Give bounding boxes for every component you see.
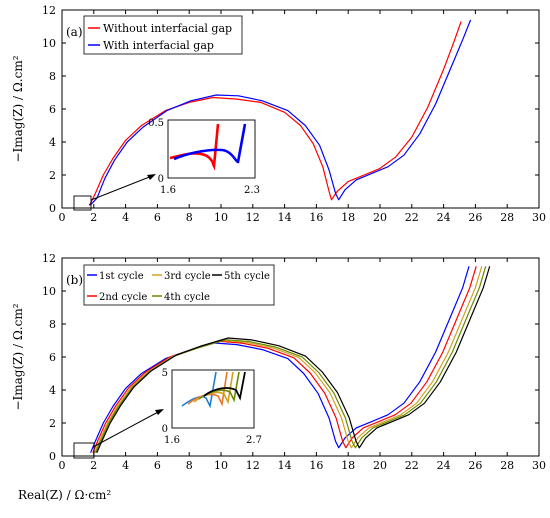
panel-a-inset-ytick-top: 0.5 bbox=[148, 118, 164, 129]
x-tick-label: 2 bbox=[90, 459, 97, 472]
series-line-5th-cycle bbox=[96, 266, 491, 453]
x-tick-label: 20 bbox=[373, 211, 387, 224]
legend-label-4th-cycle: 4th cycle bbox=[164, 292, 210, 303]
y-tick-label: 8 bbox=[49, 318, 56, 331]
legend-label-3rd-cycle: 3rd cycle bbox=[164, 271, 211, 282]
x-tick-label: 26 bbox=[468, 459, 482, 472]
panel-b-zoom-box bbox=[73, 442, 95, 459]
panel-a-zoom-box bbox=[73, 195, 92, 211]
panel-a-label: (a) bbox=[66, 25, 83, 39]
x-tick-label: 4 bbox=[122, 211, 129, 224]
series-line-with-interfacial-gap bbox=[88, 19, 472, 206]
panel-b-legend-box bbox=[83, 264, 275, 306]
panel-a-inset-ytick-bottom: 0 bbox=[158, 174, 164, 185]
x-tick-label: 14 bbox=[278, 211, 292, 224]
y-tick-label: 0 bbox=[49, 450, 56, 463]
y-tick-label: 8 bbox=[49, 70, 56, 83]
x-tick-label: 10 bbox=[214, 459, 228, 472]
y-tick-label: 2 bbox=[49, 417, 56, 430]
y-tick-label: 6 bbox=[49, 103, 56, 116]
panel-b-inset-frame bbox=[171, 369, 255, 429]
x-tick-label: 8 bbox=[186, 459, 193, 472]
legend-label-without-gap: Without interfacial gap bbox=[103, 22, 232, 35]
x-tick-label: 0 bbox=[59, 459, 66, 472]
panel-b-series bbox=[90, 266, 491, 453]
series-line-1st-cycle bbox=[90, 266, 470, 453]
series-line-without-interfacial-gap bbox=[89, 21, 462, 206]
panel-b-inset-xtick-left: 1.6 bbox=[164, 435, 180, 446]
x-tick-label: 22 bbox=[405, 211, 419, 224]
panel-a-inset-xtick-right: 2.3 bbox=[244, 185, 260, 196]
y-tick-label: 10 bbox=[42, 37, 56, 50]
x-tick-label: 18 bbox=[341, 211, 355, 224]
y-tick-label: 12 bbox=[42, 252, 56, 265]
y-tick-label: 12 bbox=[42, 4, 56, 17]
panel-b-inset-ytick-top: 5 bbox=[162, 368, 168, 379]
x-tick-label: 2 bbox=[90, 211, 97, 224]
series-line-3rd-cycle bbox=[93, 266, 483, 453]
x-tick-label: 28 bbox=[500, 211, 514, 224]
panel-a-zoom-arrowhead bbox=[147, 174, 156, 180]
series-line-2nd-cycle bbox=[92, 266, 477, 453]
panel-b-zoom-arrow bbox=[92, 410, 161, 448]
x-tick-label: 6 bbox=[154, 211, 161, 224]
x-tick-label: 18 bbox=[341, 459, 355, 472]
y-tick-label: 4 bbox=[49, 136, 56, 149]
x-tick-label: 6 bbox=[154, 459, 161, 472]
panel-a-inset-xtick-left: 1.6 bbox=[160, 185, 176, 196]
x-tick-label: 16 bbox=[309, 459, 323, 472]
panel-b-label: (b) bbox=[66, 273, 83, 287]
panel-b-legend: 1st cycle 3rd cycle 5th cycle 2nd cycle … bbox=[83, 264, 275, 306]
x-tick-label: 24 bbox=[437, 211, 451, 224]
panel-a-inset: 0.5 0 1.6 2.3 bbox=[148, 118, 260, 196]
panel-b-x-axis-label: Real(Z) / Ω·cm² bbox=[18, 488, 111, 502]
panel-a-zoom-arrow bbox=[90, 175, 153, 201]
legend-label-with-gap: With interfacial gap bbox=[103, 39, 214, 52]
y-tick-label: 4 bbox=[49, 384, 56, 397]
panel-b-zoom-arrowhead bbox=[155, 409, 164, 415]
y-tick-label: 6 bbox=[49, 351, 56, 364]
y-tick-label: 2 bbox=[49, 169, 56, 182]
x-tick-label: 22 bbox=[405, 459, 419, 472]
panel-b-inset-curve-3rd-cycle bbox=[193, 371, 234, 405]
panel-b-inset-curve-4th-cycle bbox=[198, 371, 240, 403]
x-tick-label: 24 bbox=[437, 459, 451, 472]
x-tick-label: 12 bbox=[246, 211, 260, 224]
legend-label-2nd-cycle: 2nd cycle bbox=[99, 292, 147, 303]
x-tick-label: 0 bbox=[59, 211, 66, 224]
x-tick-label: 28 bbox=[500, 459, 514, 472]
panel-b-inset-curve-5th-cycle bbox=[203, 371, 246, 401]
y-tick-label: 0 bbox=[49, 202, 56, 215]
panel-b-y-axis-label: −Imag(Z) / Ω.cm² bbox=[11, 303, 25, 410]
x-tick-label: 30 bbox=[532, 211, 546, 224]
panel-b-inset-ytick-bottom: 0 bbox=[162, 424, 168, 435]
x-tick-label: 16 bbox=[309, 211, 323, 224]
x-tick-label: 14 bbox=[278, 459, 292, 472]
legend-label-5th-cycle: 5th cycle bbox=[224, 271, 270, 282]
panel-a-legend-box bbox=[83, 15, 243, 55]
panel-a-inset-curve-with-gap bbox=[173, 123, 247, 164]
panel-a-y-axis-label: −Imag(Z) / Ω.cm² bbox=[11, 55, 25, 162]
x-tick-label: 30 bbox=[532, 459, 546, 472]
x-tick-label: 20 bbox=[373, 459, 387, 472]
x-tick-label: 26 bbox=[468, 211, 482, 224]
x-tick-label: 8 bbox=[186, 211, 193, 224]
panel-a-series bbox=[88, 19, 472, 206]
legend-label-1st-cycle: 1st cycle bbox=[99, 271, 144, 282]
y-tick-label: 10 bbox=[42, 285, 56, 298]
x-tick-label: 4 bbox=[122, 459, 129, 472]
series-line-4th-cycle bbox=[95, 266, 487, 453]
panel-b-x-ticks: 0 2 4 6 8 10 12 14 16 18 20 22 24 26 28 30 bbox=[59, 258, 546, 472]
x-tick-label: 10 bbox=[214, 211, 228, 224]
panel-a-y-ticks: 0 2 4 6 8 10 12 bbox=[42, 4, 539, 215]
panel-b-inset: 5 0 1.6 2.7 bbox=[162, 368, 262, 446]
panel-b-inset-xtick-right: 2.7 bbox=[246, 435, 262, 446]
panel-a-x-ticks: 0 2 4 6 8 10 12 14 16 18 20 22 24 26 28 30 bbox=[59, 10, 546, 224]
x-tick-label: 12 bbox=[246, 459, 260, 472]
panel-a-legend: Without interfacial gap With interfacial… bbox=[83, 15, 243, 55]
panel-b-y-ticks: 0 2 4 6 8 10 12 bbox=[42, 252, 539, 463]
